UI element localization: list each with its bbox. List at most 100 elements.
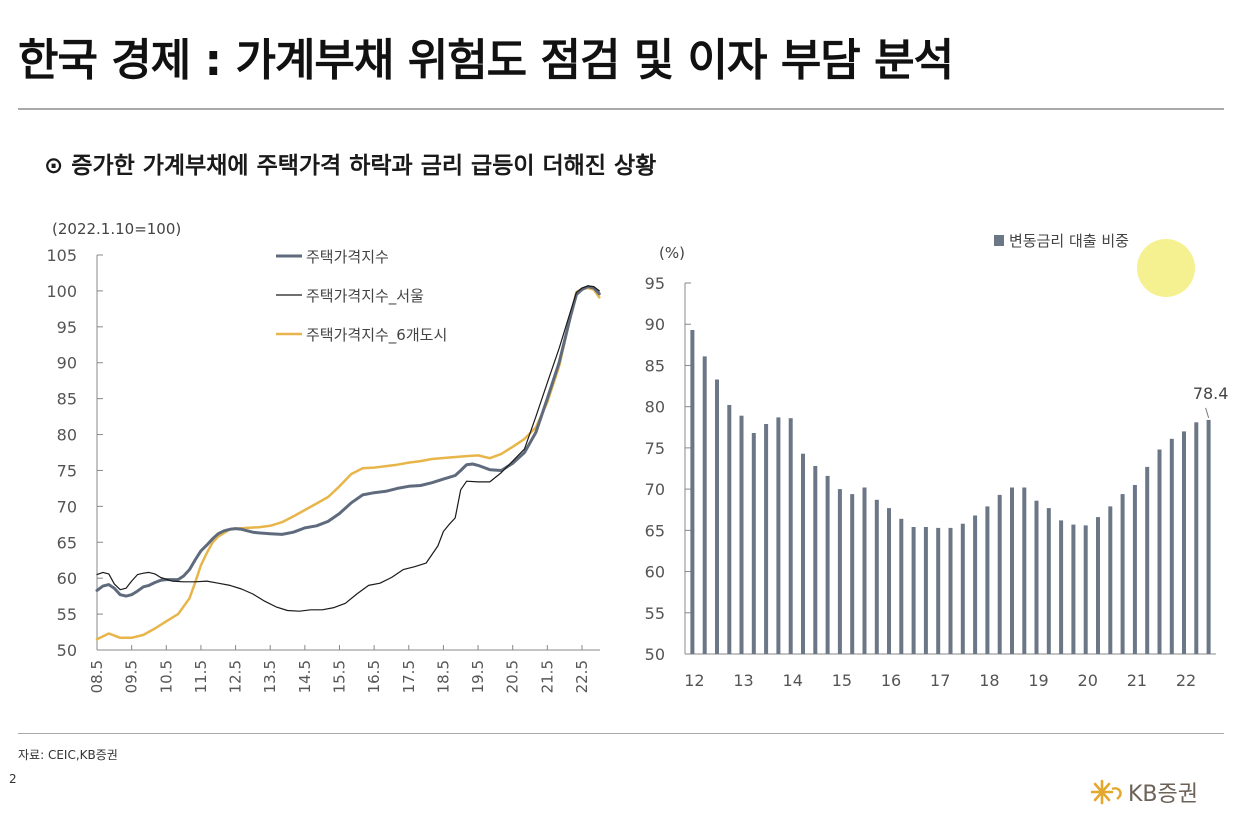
title-divider (18, 108, 1224, 110)
left-x-tick-label: 19.5 (469, 660, 487, 693)
bar (923, 527, 928, 654)
bar (1169, 438, 1174, 654)
bar (739, 415, 744, 654)
bar (1071, 524, 1076, 654)
right-x-tick-label: 21 (1127, 671, 1147, 690)
left-x-tick-label: 16.5 (365, 660, 383, 693)
right-x-tick-label: 12 (684, 671, 704, 690)
bar (985, 506, 990, 654)
left-x-tick-label: 09.5 (123, 660, 141, 693)
left-y-tick-label: 60 (57, 569, 77, 588)
bar (874, 499, 879, 654)
left-y-tick-label: 55 (57, 605, 77, 624)
right-x-tick-label: 18 (979, 671, 999, 690)
left-x-tick-label: 18.5 (434, 660, 452, 693)
right-y-tick-label: 50 (645, 645, 665, 664)
bar (850, 494, 855, 654)
right-y-tick-label: 55 (645, 604, 665, 623)
left-y-tick-label: 105 (46, 246, 77, 265)
bar (801, 453, 805, 654)
kb-star-icon (1090, 779, 1122, 805)
bar (1046, 508, 1051, 654)
right-y-tick-label: 85 (645, 356, 665, 375)
right-x-tick-label: 14 (783, 671, 803, 690)
page-number: 2 (9, 772, 17, 786)
right-x-tick-label: 16 (881, 671, 901, 690)
left-y-tick-label: 95 (57, 318, 77, 337)
left-x-tick-label: 12.5 (227, 660, 245, 693)
last-value-annotation: 78.4 (1193, 384, 1229, 403)
bar (887, 508, 891, 654)
left-y-tick-label: 100 (46, 282, 77, 301)
right-y-tick-label: 75 (645, 439, 665, 458)
bar (776, 417, 781, 654)
legend-swatch-bar (994, 235, 1004, 246)
left-y-tick-label: 70 (57, 497, 77, 516)
right-y-tick-label: 95 (645, 274, 665, 293)
bar (715, 379, 719, 654)
left-y-tick-label: 90 (57, 354, 77, 373)
left-x-tick-label: 22.5 (573, 660, 591, 693)
left-x-tick-label: 17.5 (400, 660, 418, 693)
left-x-tick-label: 10.5 (157, 660, 175, 693)
series-line-1 (96, 285, 600, 612)
bar (1206, 419, 1211, 654)
bar (1059, 520, 1064, 654)
bar (1083, 525, 1088, 654)
bar (702, 356, 707, 654)
bar (1010, 487, 1014, 654)
kb-logo-text: KB증권 (1128, 782, 1198, 807)
annotation-leader (1205, 407, 1210, 419)
legend-label-bar: 변동금리 대출 비중 (1009, 232, 1129, 250)
bar (862, 487, 867, 654)
left-x-tick-label: 08.5 (88, 660, 106, 693)
right-x-tick-label: 19 (1028, 671, 1048, 690)
bar (948, 527, 953, 654)
bar (690, 330, 695, 654)
right-y-tick-label: 80 (645, 398, 665, 417)
bar (837, 489, 842, 654)
legend-label-2: 주택가격지수_6개도시 (306, 326, 447, 345)
left-y-tick-label: 85 (57, 390, 77, 409)
right-y-tick-label: 60 (645, 563, 665, 582)
legend-label-0: 주택가격지수 (306, 248, 389, 266)
bar (1096, 517, 1100, 654)
bar (727, 405, 732, 654)
slide-title: 한국 경제 : 가계부채 위험도 점검 및 이자 부담 분석 (18, 35, 954, 86)
bar (1194, 422, 1199, 654)
bar (764, 424, 769, 654)
bar (973, 515, 978, 654)
right-unit-label: (%) (659, 244, 685, 262)
bar (1145, 466, 1150, 654)
left-x-tick-label: 21.5 (538, 660, 556, 693)
kb-logo: KB증권 (1090, 776, 1198, 808)
cursor-highlight (1137, 239, 1195, 297)
bar (825, 475, 830, 654)
left-x-tick-label: 20.5 (504, 660, 522, 693)
left-x-tick-label: 13.5 (261, 660, 279, 693)
slide-subtitle: ⊙ 증가한 가계부채에 주택가격 하락과 금리 급등이 더해진 상황 (44, 153, 657, 179)
left-y-tick-label: 50 (57, 641, 77, 660)
bar (1034, 500, 1039, 654)
right-x-tick-label: 22 (1176, 671, 1196, 690)
bar (997, 494, 1002, 654)
footer-divider (18, 733, 1224, 734)
bar (751, 433, 756, 654)
bar (1132, 485, 1137, 654)
left-unit-label: (2022.1.10=100) (52, 220, 181, 238)
left-x-tick-label: 14.5 (296, 660, 314, 693)
bar (1120, 494, 1125, 654)
floating-rate-loan-share-chart: (%) 50 55 60 65 70 75 80 85 90 95 12 13 14 15 16 17 18 19 2… (645, 232, 1229, 690)
bar (788, 418, 793, 654)
house-price-index-chart: (2022.1.10=100) 50 55 60 65 70 75 80 85 90 95 100 10… (46, 220, 601, 693)
left-y-tick-label: 65 (57, 533, 77, 552)
bar (911, 527, 916, 654)
bar (1157, 449, 1162, 654)
right-y-tick-label: 90 (645, 315, 665, 334)
right-x-tick-label: 20 (1078, 671, 1098, 690)
right-x-tick-label: 13 (733, 671, 753, 690)
bar (813, 466, 818, 654)
left-y-tick-label: 75 (57, 461, 77, 480)
left-x-tick-label: 11.5 (192, 660, 210, 693)
bar (936, 527, 941, 654)
